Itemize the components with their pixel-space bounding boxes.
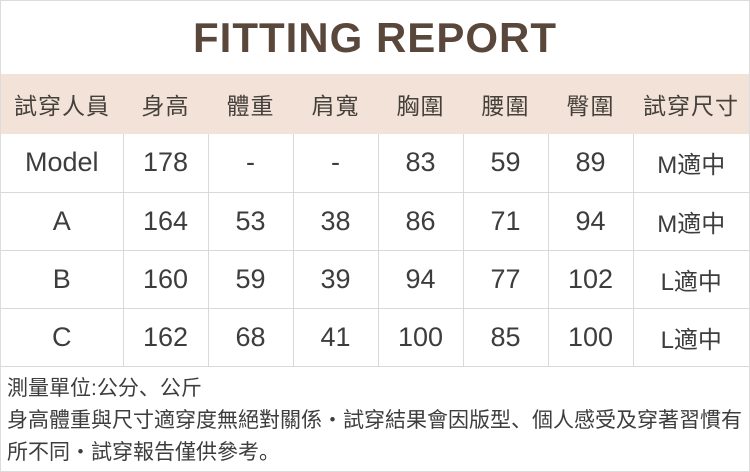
header-cell-shoulder: 肩寬: [293, 74, 378, 134]
table-cell-size: L適中: [632, 308, 749, 367]
table-cell: 77: [462, 250, 548, 309]
table-row-c: C 162 68 41 100 85 100 L適中: [1, 308, 749, 367]
table-cell: 68: [207, 308, 293, 367]
table-cell: 160: [122, 250, 208, 309]
table-cell: C: [1, 308, 123, 367]
table-row-model: Model 178 - - 83 59 89 M適中: [1, 134, 749, 193]
table-cell: 85: [462, 308, 548, 367]
table-cell: Model: [1, 134, 123, 193]
table-row-b: B 160 59 39 94 77 102 L適中: [1, 250, 749, 309]
table-cell: 100: [547, 308, 633, 367]
header-cell-height: 身高: [123, 74, 208, 134]
table-cell: 59: [207, 250, 293, 309]
table-cell: 71: [462, 192, 548, 251]
table-cell: 86: [377, 192, 463, 251]
table-cell-size: M適中: [632, 134, 749, 193]
table-cell: 164: [122, 192, 208, 251]
footer-notes: 測量單位:公分、公斤 身高體重與尺寸適穿度無絕對關係‧試穿結果會因版型、個人感受…: [1, 367, 749, 469]
title-area: FITTING REPORT: [1, 1, 749, 74]
table-cell: 59: [462, 134, 548, 193]
table-cell: 102: [547, 250, 633, 309]
table-cell: B: [1, 250, 123, 309]
table-cell-size: L適中: [632, 250, 749, 309]
table-cell: 38: [292, 192, 378, 251]
header-cell-tester: 試穿人員: [1, 74, 123, 134]
table-cell: -: [207, 134, 293, 193]
table-cell: 53: [207, 192, 293, 251]
table-cell: 94: [547, 192, 633, 251]
table-cell-size: M適中: [632, 192, 749, 251]
table-cell: 39: [292, 250, 378, 309]
table-cell: 100: [377, 308, 463, 367]
table-header-row: 試穿人員 身高 體重 肩寬 胸圍 腰圍 臀圍 試穿尺寸: [1, 74, 749, 134]
table-row-a: A 164 53 38 86 71 94 M適中: [1, 192, 749, 251]
table-cell: 41: [292, 308, 378, 367]
table-cell: 162: [122, 308, 208, 367]
header-cell-chest: 胸圍: [378, 74, 463, 134]
table-cell: 83: [377, 134, 463, 193]
table-cell: A: [1, 192, 123, 251]
table-cell: 178: [122, 134, 208, 193]
header-cell-fitting-size: 試穿尺寸: [633, 74, 749, 134]
table-cell: 94: [377, 250, 463, 309]
fitting-disclaimer: 身高體重與尺寸適穿度無絕對關係‧試穿結果會因版型、個人感受及穿著習慣有所不同‧試…: [7, 408, 742, 464]
header-cell-waist: 腰圍: [463, 74, 548, 134]
header-cell-hip: 臀圍: [548, 74, 633, 134]
table-cell: 89: [547, 134, 633, 193]
page-title: FITTING REPORT: [193, 13, 557, 61]
fitting-table: 試穿人員 身高 體重 肩寬 胸圍 腰圍 臀圍 試穿尺寸 Model 178 - …: [1, 74, 749, 367]
measurement-unit-note: 測量單位:公分、公斤: [7, 376, 202, 400]
header-cell-weight: 體重: [208, 74, 293, 134]
table-cell: -: [292, 134, 378, 193]
